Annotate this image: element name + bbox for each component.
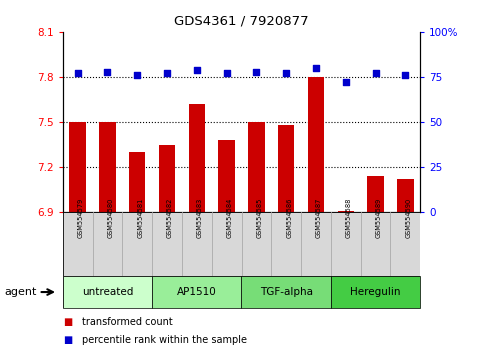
Text: untreated: untreated: [82, 287, 133, 297]
Bar: [397, 179, 413, 212]
Text: GSM554584: GSM554584: [227, 197, 233, 238]
Point: [401, 72, 409, 78]
Point: [282, 70, 290, 76]
Point: [223, 70, 230, 76]
Bar: [308, 77, 324, 212]
Text: AP1510: AP1510: [177, 287, 217, 297]
Bar: [70, 122, 86, 212]
Bar: [159, 145, 175, 212]
Bar: [242, 276, 331, 308]
Bar: [152, 276, 242, 308]
Text: GSM554590: GSM554590: [405, 198, 412, 238]
Text: GDS4361 / 7920877: GDS4361 / 7920877: [174, 14, 309, 27]
Point: [193, 67, 201, 73]
Bar: [338, 211, 354, 212]
Text: GSM554581: GSM554581: [137, 198, 143, 238]
Text: GSM554582: GSM554582: [167, 197, 173, 238]
Text: percentile rank within the sample: percentile rank within the sample: [82, 335, 247, 345]
Text: GSM554587: GSM554587: [316, 197, 322, 238]
Bar: [63, 276, 152, 308]
Text: agent: agent: [5, 287, 37, 297]
Point: [74, 70, 82, 76]
Point: [104, 69, 112, 74]
Text: GSM554585: GSM554585: [256, 197, 262, 238]
Point: [163, 70, 171, 76]
Bar: [99, 122, 115, 212]
Text: GSM554588: GSM554588: [346, 197, 352, 238]
Text: GSM554580: GSM554580: [108, 197, 114, 238]
Text: TGF-alpha: TGF-alpha: [260, 287, 313, 297]
Text: GSM554589: GSM554589: [376, 198, 382, 238]
Text: Heregulin: Heregulin: [350, 287, 401, 297]
Point: [312, 65, 320, 71]
Point: [372, 70, 380, 76]
Text: GSM554583: GSM554583: [197, 198, 203, 238]
Text: GSM554586: GSM554586: [286, 197, 292, 238]
Text: transformed count: transformed count: [82, 317, 173, 327]
Bar: [331, 276, 420, 308]
Point: [133, 72, 141, 78]
Text: ■: ■: [63, 317, 72, 327]
Bar: [278, 125, 294, 212]
Bar: [368, 176, 384, 212]
Bar: [129, 152, 145, 212]
Text: GSM554579: GSM554579: [78, 198, 84, 238]
Bar: [248, 122, 265, 212]
Point: [342, 80, 350, 85]
Bar: [63, 276, 420, 308]
Text: ■: ■: [63, 335, 72, 345]
Bar: [189, 104, 205, 212]
Bar: [218, 140, 235, 212]
Bar: [63, 212, 420, 276]
Point: [253, 69, 260, 74]
